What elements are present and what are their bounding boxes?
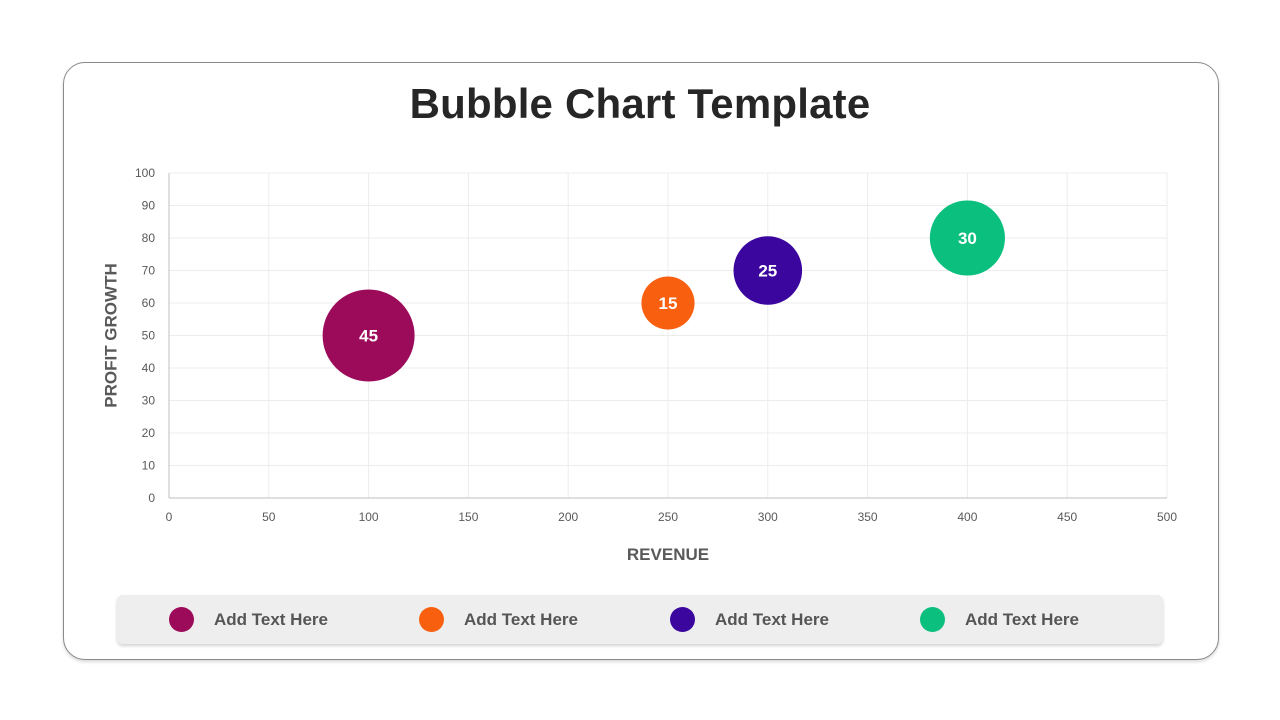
legend-swatch-3 <box>670 607 695 632</box>
x-tick-label: 250 <box>658 510 678 524</box>
legend-label-3: Add Text Here <box>715 609 829 629</box>
y-tick-label: 60 <box>142 296 156 310</box>
legend-label-4: Add Text Here <box>965 609 1079 629</box>
legend-label-2: Add Text Here <box>464 609 578 629</box>
y-tick-label: 20 <box>142 426 156 440</box>
legend-item-1: Add Text Here <box>169 595 328 644</box>
x-tick-label: 150 <box>458 510 478 524</box>
y-tick-label: 50 <box>142 329 156 343</box>
bubble-2 <box>641 276 695 330</box>
y-tick-label: 100 <box>135 166 155 180</box>
chart-title: Bubble Chart Template <box>409 80 871 127</box>
bubble-4 <box>929 200 1005 276</box>
y-axis-title: PROFIT GROWTH <box>101 263 120 407</box>
bubble-3 <box>733 236 803 305</box>
x-tick-label: 100 <box>359 510 379 524</box>
x-tick-label: 0 <box>166 510 173 524</box>
bubble-label-1: 45 <box>359 327 378 346</box>
y-tick-label: 40 <box>142 361 156 375</box>
legend-bar: Add Text Here Add Text Here Add Text Her… <box>117 595 1163 644</box>
y-tick-label: 10 <box>142 459 156 473</box>
legend-item-4: Add Text Here <box>920 595 1079 644</box>
y-tick-label: 70 <box>142 264 156 278</box>
y-tick-label: 80 <box>142 231 156 245</box>
bubble-label-3: 25 <box>758 262 777 281</box>
x-tick-label: 400 <box>957 510 977 524</box>
legend-item-2: Add Text Here <box>419 595 578 644</box>
bubble-1 <box>322 289 415 382</box>
slide-card <box>63 62 1219 660</box>
x-tick-label: 50 <box>262 510 276 524</box>
x-tick-label: 300 <box>758 510 778 524</box>
y-tick-label: 90 <box>142 199 156 213</box>
legend-swatch-4 <box>920 607 945 632</box>
legend-swatch-1 <box>169 607 194 632</box>
x-tick-label: 500 <box>1157 510 1177 524</box>
x-tick-label: 350 <box>858 510 878 524</box>
x-tick-label: 450 <box>1057 510 1077 524</box>
legend-item-3: Add Text Here <box>670 595 829 644</box>
bubble-label-2: 15 <box>659 294 678 313</box>
legend-label-1: Add Text Here <box>214 609 328 629</box>
legend-swatch-2 <box>419 607 444 632</box>
y-tick-label: 30 <box>142 394 156 408</box>
bubble-label-4: 30 <box>958 229 977 248</box>
x-tick-label: 200 <box>558 510 578 524</box>
y-tick-label: 0 <box>148 491 155 505</box>
x-axis-title: REVENUE <box>627 545 709 564</box>
